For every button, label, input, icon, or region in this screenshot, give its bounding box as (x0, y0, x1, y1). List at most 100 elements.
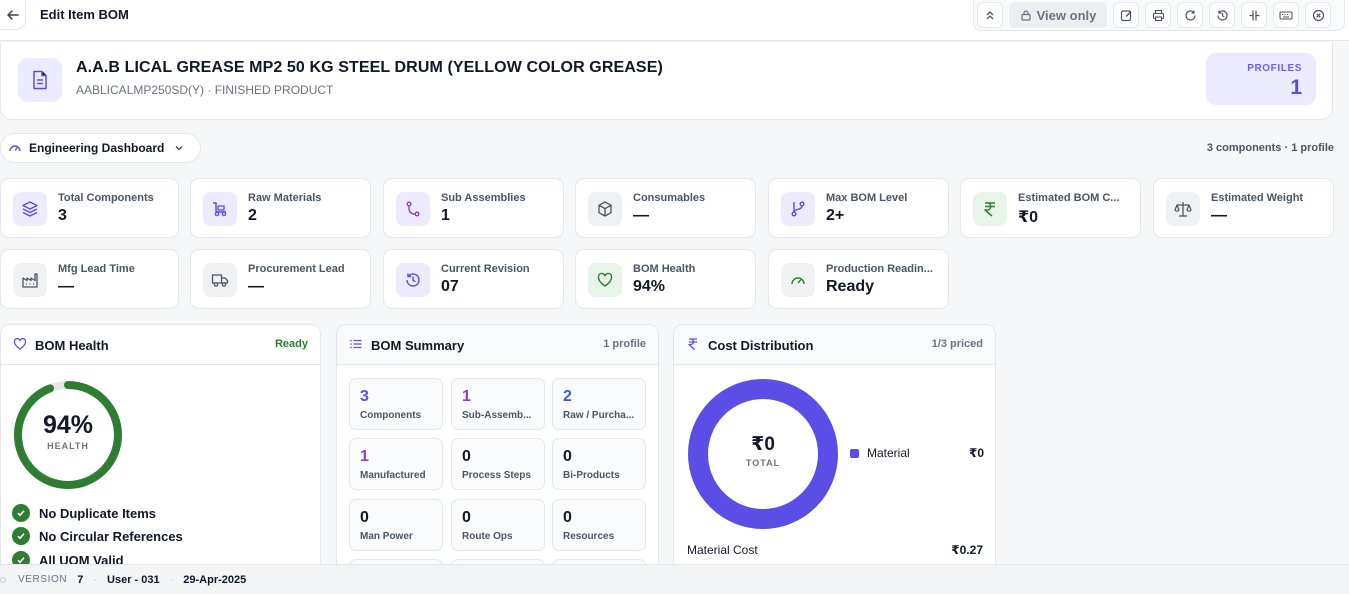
split-icon (1249, 10, 1259, 20)
summary-value: 2 (563, 388, 572, 405)
donut-slice-material (688, 379, 838, 529)
metric-value: 2+ (826, 207, 845, 224)
cost-distribution-panel: Cost Distribution 1/3 priced ₹0 TOTAL Ma… (673, 324, 996, 574)
summary-tile-manufactured[interactable]: 1 Manufactured (349, 438, 443, 490)
box-icon (588, 192, 622, 226)
cost-donut-chart: ₹0 TOTAL (687, 378, 839, 530)
health-check-label: No Duplicate Items (39, 505, 157, 521)
bom-summary-panel: BOM Summary 1 profile 3 Components 1 Sub… (336, 324, 659, 574)
profiles-count: 1 (1290, 76, 1302, 99)
close-button[interactable] (1305, 2, 1331, 28)
panel-header: Cost Distribution 1/3 priced (674, 325, 995, 365)
component-summary: 3 components · 1 profile (1206, 142, 1334, 154)
item-name: A.A.B LICAL GREASE MP2 50 KG STEEL DRUM … (76, 59, 663, 76)
material-cost-value: ₹0.27 (951, 543, 983, 557)
metric-max-bom-level[interactable]: Max BOM Level 2+ (768, 178, 949, 238)
health-percent: 94% (42, 411, 94, 439)
health-status-badge: Ready (274, 338, 308, 350)
version-number: 7 (77, 573, 84, 586)
metric-value: 3 (58, 207, 67, 224)
summary-value: 0 (563, 509, 572, 526)
toolbar: View only (973, 0, 1345, 31)
metric-consumables[interactable]: Consumables — (575, 178, 756, 238)
layers-icon (13, 192, 47, 226)
status-dot (0, 576, 6, 583)
gauge-icon (9, 145, 21, 152)
metric-raw-materials[interactable]: Raw Materials 2 (190, 178, 371, 238)
metric-total-components[interactable]: Total Components 3 (0, 178, 179, 238)
metric-label: Raw Materials (248, 192, 322, 204)
legend-swatch (850, 448, 859, 458)
view-only-button[interactable]: View only (1009, 2, 1107, 28)
metric-label: Estimated BOM C... (1018, 192, 1120, 204)
summary-value: 0 (360, 509, 369, 526)
summary-tile-raw-purchased[interactable]: 2 Raw / Purcha... (552, 378, 646, 430)
page-title: Edit Item BOM (40, 7, 129, 22)
summary-badge: 1 profile (603, 338, 646, 350)
profiles-counter[interactable]: PROFILES 1 (1206, 53, 1316, 105)
factory-icon (13, 263, 47, 297)
chevrons-up-icon (986, 11, 994, 20)
metric-value: 07 (441, 278, 459, 295)
metric-label: BOM Health (633, 263, 696, 275)
summary-tile-sub-assemblies[interactable]: 1 Sub-Assemb... (451, 378, 545, 430)
item-code-type: AABLICALMP250SD(Y) · FINISHED PRODUCT (76, 83, 334, 97)
summary-value: 0 (462, 448, 471, 465)
gauge-icon (781, 263, 815, 297)
summary-tile-bi-products[interactable]: 0 Bi-Products (552, 438, 646, 490)
health-check-item: No Duplicate Items (12, 503, 156, 523)
summary-label: Man Power (360, 531, 413, 542)
collapse-button[interactable] (977, 2, 1003, 28)
panel-title: Cost Distribution (708, 338, 814, 353)
summary-value: 3 (360, 388, 369, 405)
summary-label: Components (360, 410, 422, 421)
metric-procurement-lead[interactable]: Procurement Lead — (190, 249, 371, 309)
split-button[interactable] (1241, 2, 1267, 28)
chevron-down-icon (175, 146, 183, 151)
separator: · (93, 573, 98, 586)
material-cost-label: Material Cost (687, 543, 758, 557)
check-circle-icon (12, 527, 30, 545)
summary-tile-components[interactable]: 3 Components (349, 378, 443, 430)
panel-title: BOM Health (35, 338, 109, 353)
refresh-button[interactable] (1177, 2, 1203, 28)
metric-value: — (633, 207, 649, 224)
keyboard-button[interactable] (1273, 2, 1299, 28)
summary-label: Bi-Products (563, 470, 620, 481)
metric-label: Estimated Weight (1211, 192, 1304, 204)
summary-tile-resources[interactable]: 0 Resources (552, 499, 646, 551)
metric-estimated-bom-cost[interactable]: Estimated BOM C... ₹0 (960, 178, 1141, 238)
scale-icon (1166, 192, 1200, 226)
printer-icon (1152, 9, 1164, 21)
summary-tile-process-steps[interactable]: 0 Process Steps (451, 438, 545, 490)
dashboard-select[interactable]: Engineering Dashboard (0, 133, 201, 163)
history-button[interactable] (1209, 2, 1235, 28)
print-button[interactable] (1145, 2, 1171, 28)
edit-button[interactable] (1113, 2, 1139, 28)
donut-total-label: TOTAL (745, 458, 781, 468)
summary-tile-route-ops[interactable]: 0 Route Ops (451, 499, 545, 551)
metric-production-readiness[interactable]: Production Readin... Ready (768, 249, 949, 309)
health-gauge: 94% HEALTH (11, 378, 125, 492)
health-caption: HEALTH (47, 441, 89, 451)
edit-icon (1120, 9, 1131, 21)
version-label: VERSION (18, 574, 68, 585)
metric-value: ₹0 (1018, 209, 1039, 226)
summary-tile-man-power[interactable]: 0 Man Power (349, 499, 443, 551)
heart-icon (588, 263, 622, 297)
metric-value: 2 (248, 207, 257, 224)
health-check-label: No Circular References (39, 528, 183, 544)
dashboard-select-label: Engineering Dashboard (29, 141, 165, 155)
metric-label: Production Readin... (826, 263, 933, 275)
panel-header: BOM Health Ready (1, 325, 320, 365)
metric-current-revision[interactable]: Current Revision 07 (383, 249, 564, 309)
metric-label: Sub Assemblies (441, 192, 526, 204)
metric-label: Mfg Lead Time (58, 263, 135, 275)
back-button[interactable] (0, 0, 26, 30)
truck-icon (203, 263, 237, 297)
metric-mfg-lead-time[interactable]: Mfg Lead Time — (0, 249, 179, 309)
metric-bom-health[interactable]: BOM Health 94% (575, 249, 756, 309)
metric-sub-assemblies[interactable]: Sub Assemblies 1 (383, 178, 564, 238)
footer-user: User - 031 (107, 573, 160, 586)
metric-estimated-weight[interactable]: Estimated Weight — (1153, 178, 1334, 238)
